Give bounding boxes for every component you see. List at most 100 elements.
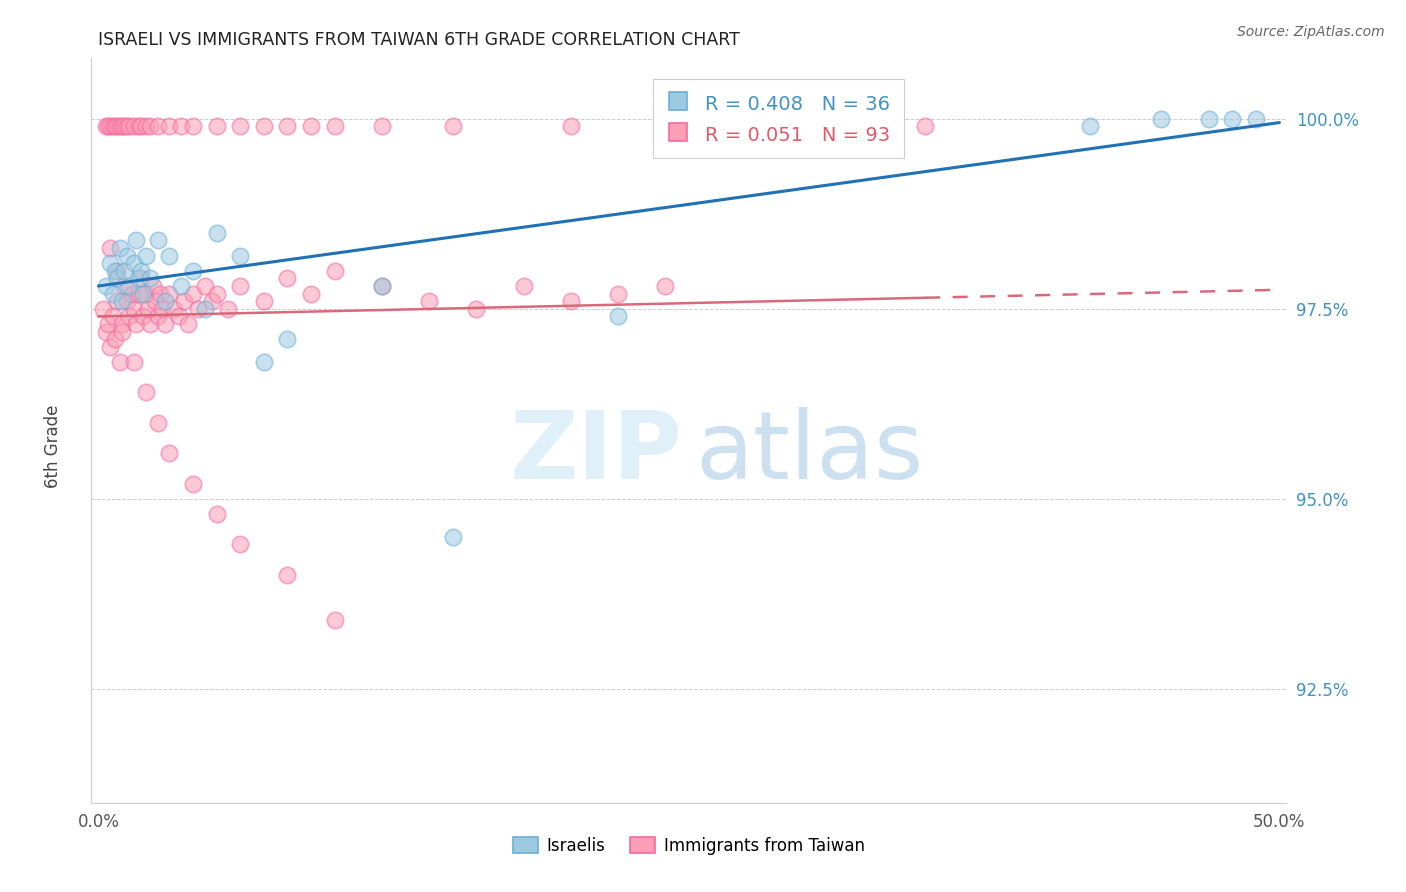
Point [135,120,157,134]
Point [135,286,157,301]
Point [276,120,298,134]
Point [132,286,155,301]
Point [153,317,176,331]
Point [91,301,114,316]
Point [157,249,180,263]
Point [146,310,169,324]
Point [118,310,141,324]
Point [122,120,145,134]
Point [167,310,190,324]
Point [607,310,630,324]
Point [98,256,121,270]
Point [170,279,193,293]
Point [796,120,818,134]
Point [181,264,204,278]
Point [205,120,228,134]
Point [170,120,193,134]
Point [114,120,136,134]
Point [111,120,134,134]
Point [139,120,162,134]
Point [205,507,228,521]
Point [104,264,127,278]
Point [129,264,152,278]
Point [146,416,169,430]
Point [101,310,124,324]
Point [115,249,138,263]
Point [1150,112,1173,126]
Point [299,286,322,301]
Point [371,279,394,293]
Point [121,286,143,301]
Point [153,294,176,309]
Point [139,271,162,285]
Point [118,120,141,134]
Point [94,120,117,134]
Point [229,279,252,293]
Point [181,120,204,134]
Point [229,249,252,263]
Point [129,120,152,134]
Text: atlas: atlas [695,407,924,499]
Point [97,120,120,134]
Point [111,294,134,309]
Point [142,279,165,293]
Point [177,317,200,331]
Point [1198,112,1220,126]
Point [105,120,128,134]
Point [560,294,582,309]
Point [105,271,128,285]
Point [128,120,150,134]
Point [115,120,138,134]
Point [146,120,169,134]
Point [217,301,239,316]
Point [135,385,157,400]
Point [201,294,224,309]
Point [276,567,298,582]
Point [181,476,204,491]
Point [276,271,298,285]
Point [1220,112,1243,126]
Point [181,286,204,301]
Point [125,233,148,247]
Point [122,355,145,369]
Point [98,120,121,134]
Point [299,120,322,134]
Point [323,120,346,134]
Point [104,332,127,346]
Point [194,301,217,316]
Point [157,286,180,301]
Point [111,325,134,339]
Text: ISRAELI VS IMMIGRANTS FROM TAIWAN 6TH GRADE CORRELATION CHART: ISRAELI VS IMMIGRANTS FROM TAIWAN 6TH GR… [98,31,741,49]
Point [187,301,209,316]
Point [94,279,117,293]
Point [1080,120,1102,134]
Point [607,286,630,301]
Point [150,301,173,316]
Point [128,271,150,285]
Point [98,340,121,354]
Point [101,286,124,301]
Point [108,241,131,255]
Point [914,120,936,134]
Point [149,286,172,301]
Text: 6th Grade: 6th Grade [45,404,62,488]
Point [111,317,134,331]
Point [122,301,145,316]
Point [205,286,228,301]
Point [441,120,464,134]
Point [94,325,117,339]
Point [323,264,346,278]
Point [194,279,217,293]
Point [129,271,152,285]
Point [97,317,120,331]
Point [135,249,157,263]
Point [441,530,464,544]
Point [143,294,166,309]
Point [139,317,162,331]
Point [128,286,150,301]
Point [229,120,252,134]
Point [163,301,186,316]
Legend: Israelis, Immigrants from Taiwan: Israelis, Immigrants from Taiwan [506,830,872,862]
Point [253,355,276,369]
Point [229,537,252,551]
